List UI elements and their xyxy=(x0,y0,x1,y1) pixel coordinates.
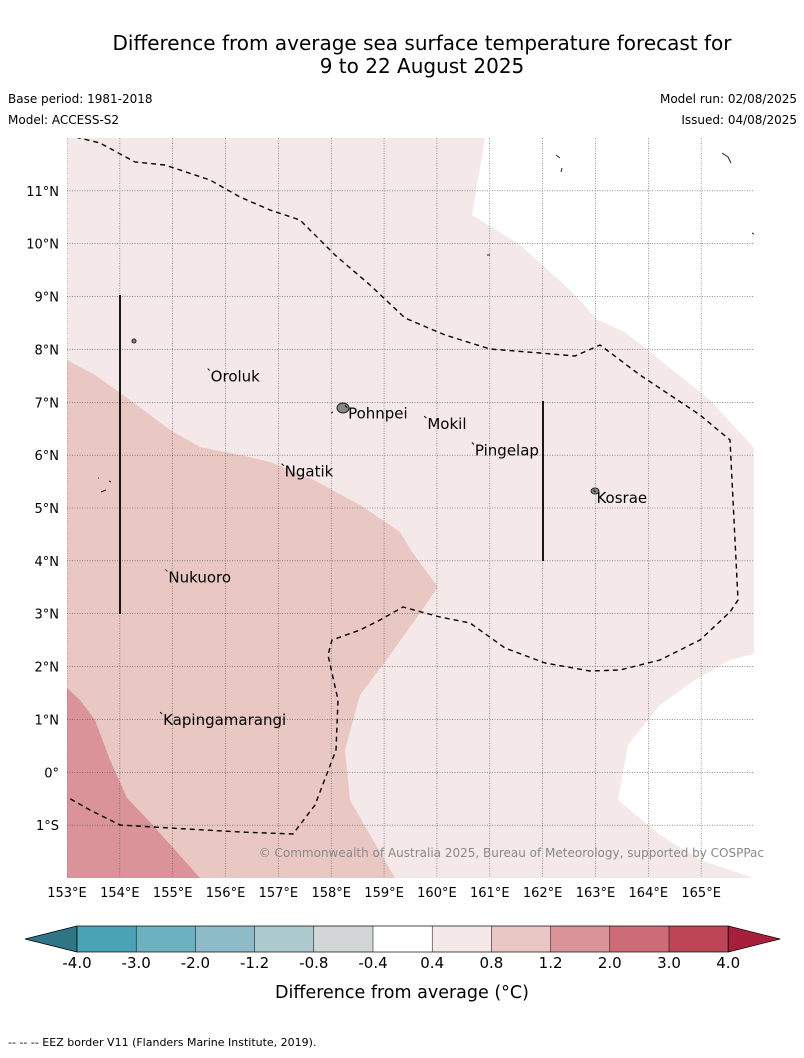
lon-tick-label: 154°E xyxy=(100,886,140,901)
colorbar-segment xyxy=(669,926,729,952)
latitude-tick-labels: 11°N 10°N 9°N 8°N 7°N 6°N 5°N 4°N 3°N 2°N 1°N 0° 1°S xyxy=(26,185,59,834)
model-run: Model run: 02/08/2025 xyxy=(659,92,797,106)
lat-tick-label: 2°N xyxy=(35,661,60,676)
colorbar-level-label: 2.0 xyxy=(598,954,622,972)
colorbar-level-label: -2.0 xyxy=(181,954,210,972)
chart-title: Difference from average sea surface temp… xyxy=(0,32,804,78)
place-label: Pingelap xyxy=(475,442,539,460)
lon-tick-label: 160°E xyxy=(417,886,457,901)
coastlines xyxy=(98,152,754,495)
colorbar-level-label: 4.0 xyxy=(716,954,740,972)
lat-tick-label: 0° xyxy=(44,766,59,781)
place-label: Pohnpei xyxy=(348,405,408,423)
lat-tick-label: 11°N xyxy=(26,185,59,200)
lon-tick-label: 157°E xyxy=(259,886,299,901)
lon-tick-label: 158°E xyxy=(311,886,351,901)
place-marker xyxy=(471,442,475,445)
colorbar-segment xyxy=(550,926,611,952)
colorbar-segment xyxy=(432,926,492,952)
lat-tick-label: 5°N xyxy=(35,502,60,517)
lon-tick-label: 165°E xyxy=(681,886,721,901)
colorbar-segment xyxy=(136,926,196,952)
islet xyxy=(721,152,732,164)
copyright-text: © Commonwealth of Australia 2025, Bureau… xyxy=(259,846,764,860)
title-line-1: Difference from average sea surface temp… xyxy=(112,31,732,55)
place-label: Oroluk xyxy=(211,368,260,386)
eez-border-north xyxy=(67,138,739,835)
place-labels: Oroluk Pohnpei Mokil Pingelap Ngatik Kosrae Nu… xyxy=(159,368,647,729)
lon-tick-label: 163°E xyxy=(576,886,616,901)
colorbar-level-label: 0.4 xyxy=(420,954,444,972)
colorbar-under-arrow xyxy=(24,925,78,953)
place-label: Nukuoro xyxy=(168,568,231,586)
place-label: Ngatik xyxy=(285,463,334,481)
place-label: Mokil xyxy=(427,415,466,433)
place-marker xyxy=(424,415,427,419)
colorbar-level-label: -3.0 xyxy=(122,954,151,972)
title-line-2: 9 to 22 August 2025 xyxy=(319,54,525,78)
anomaly-region-1-2 xyxy=(67,688,200,878)
colorbar-segment xyxy=(313,926,374,952)
lat-tick-label: 10°N xyxy=(26,238,59,253)
eez-borders xyxy=(67,138,739,835)
colorbar-segment xyxy=(609,926,670,952)
lat-tick-label: 8°N xyxy=(35,343,60,358)
eez-footnote: -- -- -- EEZ border V11 (Flanders Marine… xyxy=(8,1036,317,1049)
colorbar-segment xyxy=(195,926,256,952)
colorbar-title: Difference from average (°C) xyxy=(275,983,529,1003)
lat-tick-label: 9°N xyxy=(35,291,60,306)
islet xyxy=(555,154,563,173)
anomaly-fields xyxy=(67,138,754,878)
islet xyxy=(98,477,112,493)
place-marker xyxy=(344,405,348,408)
place-marker xyxy=(159,711,163,715)
islet xyxy=(330,411,334,414)
lon-tick-label: 161°E xyxy=(470,886,510,901)
colorbar-level-label: 1.2 xyxy=(539,954,563,972)
model-name: Model: ACCESS-S2 xyxy=(8,113,120,127)
anomaly-region-0-8 xyxy=(67,360,438,878)
lat-tick-label: 4°N xyxy=(35,555,60,570)
pohnpei-island xyxy=(336,402,350,414)
lat-tick-label: 1°N xyxy=(35,713,60,728)
colorbar-level-label: 3.0 xyxy=(657,954,681,972)
place-marker xyxy=(207,368,211,371)
lon-tick-label: 155°E xyxy=(153,886,193,901)
colorbar-level-label: -4.0 xyxy=(62,954,91,972)
lon-tick-label: 153°E xyxy=(47,886,87,901)
lon-tick-label: 159°E xyxy=(364,886,404,901)
lat-tick-label: 6°N xyxy=(35,449,60,464)
colorbar-level-label: 0.8 xyxy=(479,954,503,972)
islet xyxy=(751,232,754,235)
place-marker xyxy=(281,463,285,467)
lat-tick-label: 7°N xyxy=(35,396,60,411)
place-label: Kapingamarangi xyxy=(163,711,286,729)
issued-date: Issued: 04/08/2025 xyxy=(681,113,797,127)
colorbar-segment xyxy=(491,926,552,952)
longitude-tick-labels: 153°E 154°E 155°E 156°E 157°E 158°E 159°E 160°E… xyxy=(47,886,721,901)
colorbar-segment xyxy=(373,926,433,952)
place-label: Kosrae xyxy=(596,489,647,507)
colorbar-outline xyxy=(76,925,729,953)
lon-tick-label: 164°E xyxy=(629,886,669,901)
base-period: Base period: 1981-2018 xyxy=(8,92,153,106)
lat-tick-label: 1°S xyxy=(36,819,59,834)
place-marker xyxy=(593,489,596,493)
lon-tick-label: 156°E xyxy=(206,886,246,901)
colorbar-level-label: -0.8 xyxy=(299,954,328,972)
colorbar: -4.0 -3.0 -2.0 -1.2 -0.8 -0.4 0.4 0.8 1.2 2.0 3.0 4… xyxy=(24,925,781,972)
graticule xyxy=(67,138,754,878)
small-island xyxy=(131,338,137,344)
lat-tick-label: 3°N xyxy=(35,608,60,623)
colorbar-segment xyxy=(77,926,137,952)
colorbar-over-arrow xyxy=(727,925,781,953)
colorbar-segment xyxy=(254,926,315,952)
lon-tick-label: 162°E xyxy=(523,886,563,901)
colorbar-level-label: -0.4 xyxy=(358,954,387,972)
colorbar-level-label: -1.2 xyxy=(240,954,269,972)
place-marker xyxy=(165,569,168,572)
